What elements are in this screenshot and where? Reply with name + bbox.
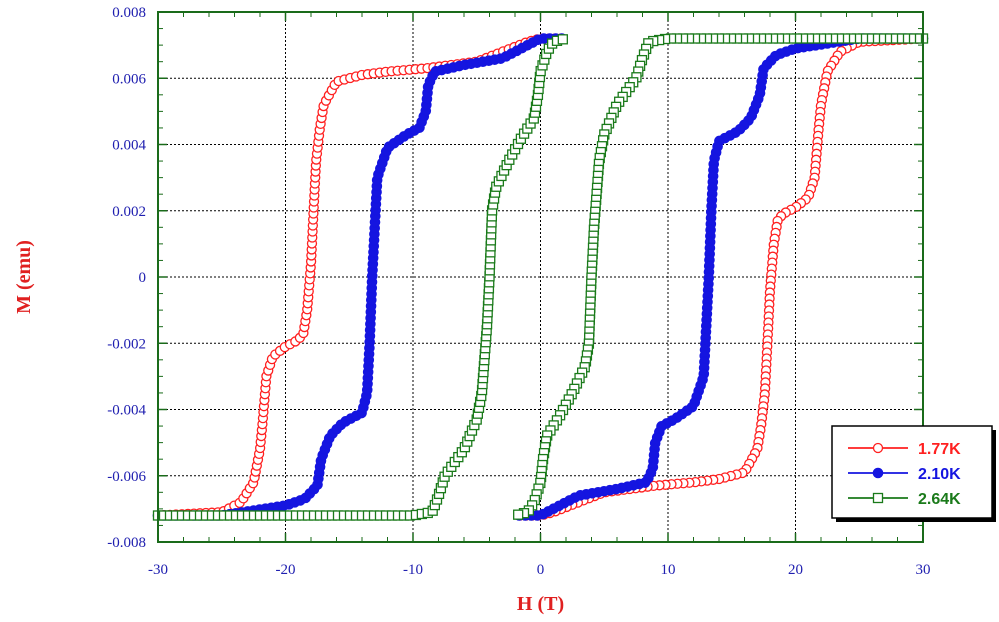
legend-entries: 1.77K 2.10K 2.64K — [848, 441, 961, 508]
y-tick-label: 0 — [139, 270, 147, 286]
x-tick-label: 0 — [537, 562, 545, 578]
y-tick-label: 0.002 — [112, 204, 146, 220]
data-point — [513, 509, 524, 520]
y-tick-label: -0.004 — [107, 403, 146, 419]
y-tick-label: 0.004 — [112, 138, 146, 154]
series-layer — [152, 33, 929, 521]
series-2.64K — [152, 33, 929, 521]
legend-label: 2.10K — [918, 466, 961, 483]
legend-box — [831, 425, 993, 519]
axis-ticks: -30 -20 -10 0 10 20 30 0.008 0.006 0.004 0.002 0 -0.… — [107, 5, 930, 578]
legend-label: 1.77K — [918, 441, 961, 458]
y-tick-label: 0.008 — [112, 5, 146, 21]
x-tick-label: -10 — [403, 562, 423, 578]
y-axis-title: M (emu) — [13, 240, 35, 314]
x-tick-label: 20 — [788, 562, 803, 578]
x-tick-label: -30 — [148, 562, 168, 578]
x-axis-title: H (T) — [517, 593, 564, 615]
y-tick-label: 0.006 — [112, 71, 146, 87]
legend-label: 2.64K — [918, 491, 961, 508]
legend-marker — [872, 492, 884, 504]
y-tick-label: -0.002 — [107, 336, 146, 352]
legend-marker — [872, 442, 884, 454]
y-tick-label: -0.008 — [107, 535, 146, 551]
y-tick-label: -0.006 — [107, 469, 146, 485]
x-tick-label: 30 — [916, 562, 931, 578]
data-point — [557, 34, 568, 45]
series-2.10K — [152, 33, 929, 521]
legend-marker — [872, 467, 884, 479]
legend: 1.77K 2.10K 2.64K — [831, 425, 996, 522]
x-tick-label: 10 — [661, 562, 676, 578]
x-tick-label: -20 — [276, 562, 296, 578]
